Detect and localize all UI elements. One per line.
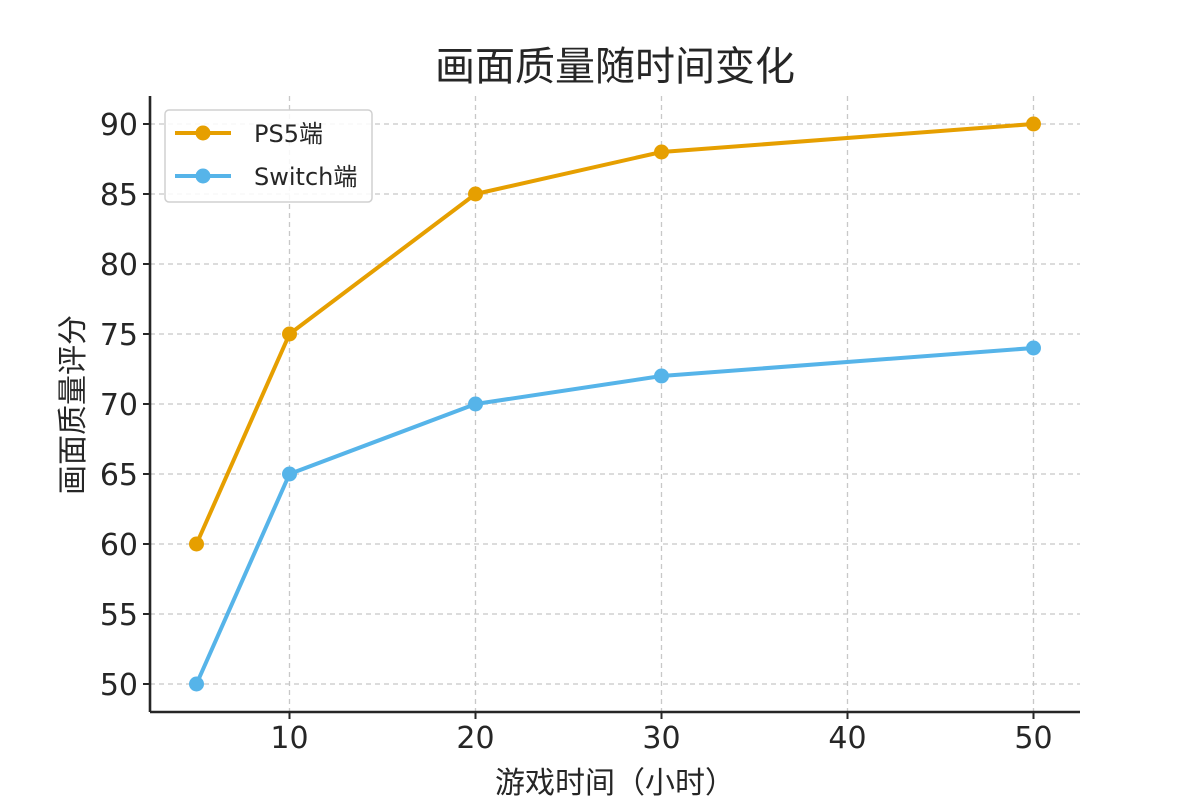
y-tick-label: 60 [100, 528, 138, 563]
x-tick-label: 20 [456, 721, 494, 756]
chart-title: 画面质量随时间变化 [435, 44, 795, 90]
legend-label-0: PS5端 [254, 120, 323, 148]
x-tick-label: 40 [828, 721, 866, 756]
series-line-1 [194, 346, 1036, 686]
series-lines [189, 116, 1041, 692]
x-tick-label: 10 [270, 721, 308, 756]
y-tick-label: 90 [100, 108, 138, 143]
x-axis-label: 游戏时间（小时） [495, 766, 735, 800]
legend-marker-0 [195, 125, 211, 141]
data-point-series-0 [282, 326, 297, 342]
y-tick-label: 85 [100, 178, 138, 213]
y-tick-label: 65 [100, 458, 138, 493]
y-tick-label: 75 [100, 318, 138, 353]
data-point-series-1 [1026, 340, 1041, 356]
data-point-series-1 [282, 466, 297, 482]
data-point-series-1 [468, 396, 483, 412]
data-point-series-0 [468, 186, 483, 202]
x-tick-label: 30 [642, 721, 680, 756]
y-tick-label: 80 [100, 248, 138, 283]
x-tick-label: 50 [1014, 721, 1052, 756]
data-point-series-0 [654, 144, 669, 160]
y-tick-label: 55 [100, 598, 138, 633]
legend-label-1: Switch端 [254, 163, 357, 191]
legend: PS5端 Switch端 [164, 109, 373, 203]
axes: 10 20 30 40 50 50 55 60 65 70 75 80 85 90 [100, 96, 1080, 756]
y-axis-label: 画面质量评分 [56, 315, 91, 495]
legend-marker-1 [195, 168, 211, 184]
data-point-series-0 [189, 536, 204, 552]
data-point-series-1 [189, 676, 204, 692]
data-point-series-1 [654, 368, 669, 384]
y-tick-label: 70 [100, 388, 138, 423]
y-tick-label: 50 [100, 668, 138, 703]
data-point-series-0 [1026, 116, 1041, 132]
